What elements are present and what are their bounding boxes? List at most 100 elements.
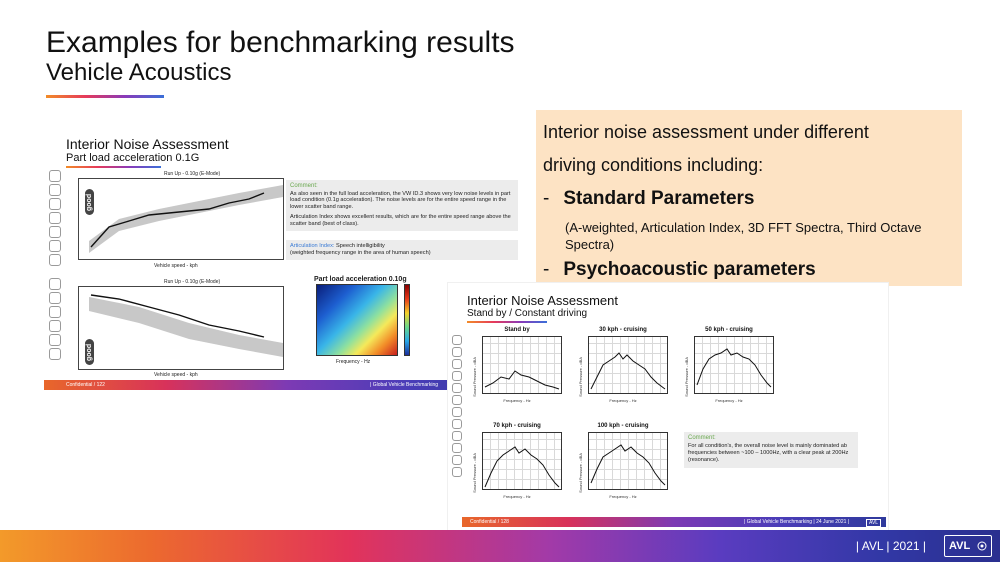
spectrum-plot-standby: Stand by Sound Pressure - dBA Frequency … bbox=[472, 327, 562, 403]
top-plot-frame: good bbox=[78, 178, 284, 260]
spectrum-plot-title: 50 kph - cruising bbox=[705, 327, 753, 333]
engine-icon bbox=[49, 198, 61, 210]
speedometer-icon bbox=[452, 335, 462, 345]
spectrum-curve bbox=[590, 444, 666, 486]
slide1-accent-line bbox=[66, 166, 161, 168]
slide1-title: Interior Noise Assessment bbox=[66, 136, 229, 152]
spectrum-curve-svg bbox=[696, 348, 772, 388]
title-accent-line bbox=[46, 95, 164, 98]
slide1-footer-bar: Confidential / 122 | Global Vehicle Benc… bbox=[44, 380, 530, 390]
comment-heading: Comment: bbox=[688, 435, 716, 441]
spectrum-ylabel: Sound Pressure - dBA bbox=[578, 453, 583, 493]
mail-icon bbox=[49, 320, 61, 332]
steering-icon bbox=[452, 383, 462, 393]
comment-heading: Comment: bbox=[290, 183, 318, 189]
comment-paragraph-2: Articulation Index shows excellent resul… bbox=[290, 214, 511, 228]
bottom-plot-xlabel: Vehicle speed - kph bbox=[154, 372, 198, 378]
slide2-footer-left: Confidential / 128 bbox=[470, 519, 509, 525]
page-title: Examples for benchmarking results bbox=[46, 26, 515, 59]
slide-thumbnail-cruising: Interior Noise Assessment Stand by / Con… bbox=[448, 283, 888, 531]
bottom-plot-frame: good bbox=[78, 286, 284, 370]
vw-id3-ai-line bbox=[90, 294, 265, 338]
slide2-subtitle: Stand by / Constant driving bbox=[467, 308, 588, 319]
steering-icon bbox=[49, 226, 61, 238]
scatter-band-bottom bbox=[89, 297, 283, 357]
bullet-psychoacoustic-label: Psychoacoustic parameters bbox=[563, 259, 816, 280]
spectrum-plot-title: 70 kph - cruising bbox=[493, 423, 541, 429]
spectrum-ylabel: Sound Pressure - dBA bbox=[472, 357, 477, 397]
engine-icon bbox=[452, 359, 462, 369]
spectrum-plot-frame bbox=[588, 432, 668, 490]
heatmap-colorbar bbox=[404, 284, 410, 356]
articulation-index-box: Articulation Index: Speech intelligibili… bbox=[286, 240, 518, 260]
chat-icon bbox=[49, 278, 61, 290]
info-line-2: driving conditions including: bbox=[543, 155, 764, 175]
articulation-index-text: Speech intelligibility bbox=[336, 243, 385, 249]
spectrum-plot-100kph: 100 kph - cruising Sound Pressure - dBA … bbox=[578, 423, 668, 499]
vw-id3-line bbox=[90, 192, 265, 248]
bottom-plot-svg bbox=[89, 294, 283, 357]
battery-icon bbox=[452, 431, 462, 441]
spectrum-ylabel: Sound Pressure - dBA bbox=[472, 453, 477, 493]
articulation-index-text-2: (weighted frequency range in the area of… bbox=[290, 249, 431, 256]
ear-icon bbox=[452, 407, 462, 417]
hand-icon bbox=[452, 395, 462, 405]
spectrum-curve bbox=[484, 370, 560, 390]
campbell-heatmap bbox=[316, 284, 398, 356]
slide1-icon-column-top bbox=[49, 170, 61, 266]
slide2-footer-bar: Confidential / 128 | Global Vehicle Benc… bbox=[462, 517, 886, 527]
vehicle-icon bbox=[452, 347, 462, 357]
heatmap-title: Part load acceleration 0.10g bbox=[314, 276, 407, 283]
bottom-banner: | AVL | 2021 | AVL bbox=[0, 530, 1000, 562]
slide2-comment-box: Comment: For all condition's, the overal… bbox=[684, 432, 858, 468]
bullet-standard-parameters: - Standard Parameters bbox=[543, 188, 754, 210]
good-badge-bottom: good bbox=[85, 339, 94, 365]
seat-icon bbox=[49, 212, 61, 224]
comment-paragraph-1: As also seen in the full load accelerati… bbox=[290, 190, 511, 211]
info-line-1: Interior noise assessment under differen… bbox=[543, 122, 869, 142]
spectrum-xlabel: Frequency - Hz bbox=[503, 398, 531, 403]
spectrum-curve-svg bbox=[484, 446, 560, 488]
battery-icon bbox=[49, 306, 61, 318]
spectrum-xlabel: Frequency - Hz bbox=[609, 494, 637, 499]
spectrum-plot-70kph: 70 kph - cruising Sound Pressure - dBA F… bbox=[472, 423, 562, 499]
articulation-index-heading: Articulation Index: bbox=[290, 243, 335, 249]
spectrum-plot-30kph: 30 kph - cruising Sound Pressure - dBA F… bbox=[578, 327, 668, 403]
slide2-footer-logo: AVL bbox=[866, 519, 882, 527]
spectrum-plot-title: 30 kph - cruising bbox=[599, 327, 647, 333]
spectrum-xlabel: Frequency - Hz bbox=[715, 398, 743, 403]
slide1-subtitle: Part load acceleration 0.1G bbox=[66, 152, 200, 164]
sound-icon bbox=[49, 254, 61, 266]
slide-thumbnail-part-load: Interior Noise Assessment Part load acce… bbox=[44, 130, 530, 392]
spectrum-curve bbox=[484, 446, 560, 488]
spectrum-curve-svg bbox=[590, 444, 666, 486]
slide2-icon-column bbox=[452, 335, 462, 477]
spectrum-curve bbox=[696, 348, 772, 388]
spectrum-curve bbox=[590, 352, 666, 390]
spectrum-plot-title: Stand by bbox=[504, 327, 530, 333]
car-icon bbox=[452, 467, 462, 477]
good-badge-top: good bbox=[85, 189, 94, 215]
chat-icon bbox=[452, 419, 462, 429]
slide1-footer-left: Confidential / 122 bbox=[66, 382, 105, 388]
slide2-title: Interior Noise Assessment bbox=[467, 293, 619, 308]
spectrum-ylabel: Sound Pressure - dBA bbox=[578, 357, 583, 397]
slide2-accent-line bbox=[467, 321, 547, 323]
spectrum-plot-frame bbox=[694, 336, 774, 394]
standard-parameters-note: (A-weighted, Articulation Index, 3D FFT … bbox=[565, 220, 922, 252]
banner-text: | AVL | 2021 | bbox=[855, 539, 926, 553]
avl-logo: AVL bbox=[944, 535, 992, 557]
comment-text: For all condition's, the overall noise l… bbox=[688, 442, 849, 464]
scatter-band bbox=[89, 185, 283, 253]
top-plot-xlabel: Vehicle speed - kph bbox=[154, 263, 198, 269]
spectrum-curve-svg bbox=[484, 370, 560, 390]
avl-logo-icon bbox=[977, 541, 987, 551]
bottom-plot-caption: Run Up - 0.10g (E-Mode) bbox=[164, 279, 221, 285]
spectrum-curve-svg bbox=[590, 352, 666, 390]
bullet-standard-label: Standard Parameters bbox=[563, 188, 755, 209]
spectrum-xlabel: Frequency - Hz bbox=[609, 398, 637, 403]
bullet-psychoacoustic: - Psychoacoustic parameters bbox=[543, 259, 816, 281]
avl-logo-text: AVL bbox=[949, 540, 971, 552]
spectrum-plot-frame bbox=[482, 336, 562, 394]
slide1-footer-right: | Global Vehicle Benchmarking bbox=[370, 382, 439, 388]
